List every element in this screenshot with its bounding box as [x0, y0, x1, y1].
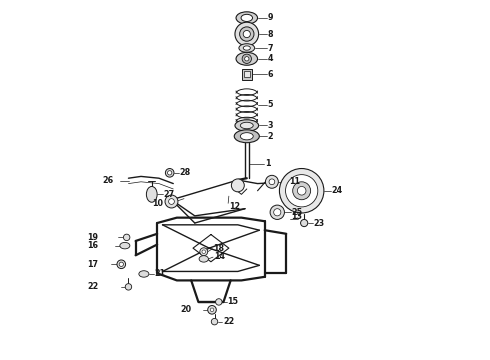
Circle shape [274, 209, 281, 216]
Circle shape [125, 284, 132, 290]
Text: 21: 21 [154, 269, 166, 278]
Ellipse shape [240, 122, 253, 129]
Text: 11: 11 [289, 177, 300, 186]
Text: 20: 20 [180, 305, 191, 314]
Circle shape [269, 179, 275, 185]
Text: 25: 25 [292, 208, 303, 217]
Ellipse shape [241, 14, 252, 22]
Text: 24: 24 [332, 186, 343, 195]
Ellipse shape [240, 133, 253, 140]
Text: 5: 5 [267, 100, 273, 109]
Text: 13: 13 [292, 212, 303, 221]
Ellipse shape [243, 46, 250, 50]
Circle shape [245, 57, 249, 61]
Text: 1: 1 [265, 159, 270, 168]
Circle shape [270, 205, 285, 220]
Circle shape [216, 299, 222, 305]
Ellipse shape [234, 130, 259, 143]
Text: 18: 18 [213, 244, 224, 253]
Circle shape [293, 182, 311, 200]
Circle shape [231, 179, 245, 192]
Ellipse shape [236, 52, 258, 65]
Circle shape [300, 220, 308, 226]
Circle shape [266, 175, 278, 188]
Circle shape [286, 175, 318, 207]
Circle shape [235, 22, 259, 46]
Text: 10: 10 [152, 199, 163, 208]
Text: 22: 22 [223, 317, 234, 326]
Circle shape [279, 168, 324, 213]
Circle shape [211, 319, 218, 325]
Text: 9: 9 [267, 13, 273, 22]
Circle shape [123, 234, 130, 240]
Ellipse shape [236, 12, 258, 24]
Circle shape [117, 260, 125, 269]
Text: 28: 28 [179, 168, 191, 177]
Text: 6: 6 [267, 70, 273, 79]
Bar [242, 69, 252, 80]
Circle shape [166, 168, 174, 177]
Text: 23: 23 [314, 219, 325, 228]
Circle shape [243, 31, 250, 38]
Text: 27: 27 [163, 190, 174, 199]
Text: 3: 3 [267, 121, 273, 130]
Text: 15: 15 [227, 297, 239, 306]
Text: 17: 17 [87, 260, 98, 269]
Text: 19: 19 [87, 233, 98, 242]
Ellipse shape [120, 242, 130, 249]
Text: 8: 8 [267, 30, 273, 39]
Text: 22: 22 [87, 282, 98, 291]
Text: 2: 2 [267, 132, 273, 141]
Circle shape [202, 250, 205, 253]
Text: 26: 26 [102, 176, 113, 185]
Circle shape [165, 195, 178, 208]
Circle shape [297, 186, 306, 195]
Ellipse shape [239, 44, 255, 52]
Text: 4: 4 [267, 54, 273, 63]
Ellipse shape [147, 186, 157, 202]
Ellipse shape [199, 256, 208, 262]
Circle shape [208, 306, 216, 314]
Bar [244, 71, 250, 77]
Circle shape [168, 171, 172, 175]
Circle shape [200, 248, 208, 256]
Text: 7: 7 [267, 44, 273, 53]
Ellipse shape [235, 120, 259, 131]
Text: 14: 14 [214, 252, 225, 261]
Circle shape [169, 199, 174, 204]
Circle shape [240, 27, 254, 41]
Circle shape [242, 54, 251, 63]
Circle shape [119, 262, 123, 266]
Ellipse shape [139, 271, 149, 277]
Circle shape [210, 308, 214, 312]
Text: 16: 16 [87, 241, 98, 250]
Text: 12: 12 [229, 202, 240, 211]
